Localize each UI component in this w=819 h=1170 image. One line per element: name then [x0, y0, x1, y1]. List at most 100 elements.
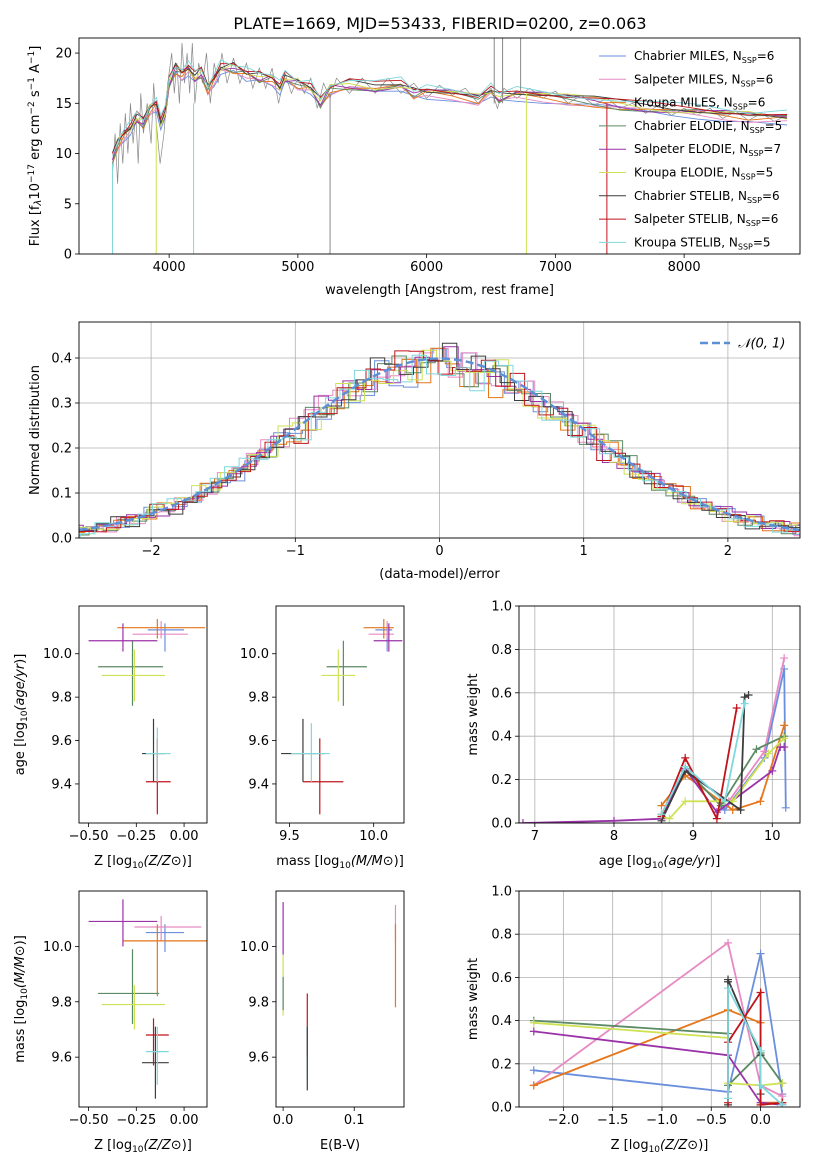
residuals-hist-1 — [79, 348, 800, 537]
spectrum-ytick-label-3: 15 — [55, 97, 72, 112]
age_vs_Z-ylabel-b: (age/yr — [13, 662, 28, 710]
age_vs_Z-xtick-label-1: −0.25 — [116, 829, 156, 844]
age_vs_Z-axes: −0.50 −0.25 0.00 9.4 9.6 9.8 10.0 — [43, 647, 199, 844]
mass_vs_Z-ylabel-b: (M/M — [13, 956, 28, 988]
residuals-axes: −2 −1 0 1 2 0.0 0.1 0.2 0.3 0.4 — [51, 322, 800, 559]
weight_vs_Z-marker-5-0 — [529, 1018, 538, 1027]
weight_vs_Z-ytick-label-0: 0.0 — [491, 1101, 512, 1116]
weight_vs_Z-marker-5-4 — [778, 1079, 787, 1088]
weight_vs_age-marker-7-2 — [712, 814, 721, 823]
age_vs_Z-ylabel: age [log10(age/yr)] — [13, 654, 30, 776]
weight_vs_age-ytick-label-0: 0.0 — [491, 817, 512, 832]
residuals-xlabel: (data-model)/error — [379, 567, 500, 582]
weight_vs_Z-ytick-label-4: 0.8 — [491, 928, 512, 943]
weight_vs_Z-ytick-label-3: 0.6 — [491, 971, 512, 986]
weight_vs_Z-marker-1-1 — [724, 938, 733, 947]
age_vs_Z-ytick-label-1: 9.6 — [51, 734, 72, 749]
weight_vs_age-marker-4-7 — [780, 743, 789, 752]
weight_vs_age-line-4 — [522, 746, 785, 823]
spectrum-ylabel-b: 10 — [28, 183, 43, 200]
spectrum-ytick-label-1: 5 — [64, 197, 72, 212]
residuals-xtick-label-2: 0 — [435, 544, 443, 559]
mass_vs_Z-ytick-label-1: 9.8 — [51, 995, 72, 1010]
weight_vs_age-ytick-label-4: 0.8 — [491, 643, 512, 658]
weight_vs_age-marker-4-1 — [609, 816, 618, 823]
spectrum-model-line-6 — [112, 61, 788, 153]
weight_vs_Z-xlabel-c: ⊙)] — [687, 1138, 708, 1153]
weight_vs_age-ytick-label-3: 0.6 — [491, 686, 512, 701]
age_vs_Z-xlabel: Z [log10(Z/Z⊙)] — [94, 854, 192, 871]
spectrum-xtick-label-3: 7000 — [539, 260, 572, 275]
mass_vs_EBV-xlabel: E(B-V) — [320, 1138, 360, 1153]
spectrum-ytick-label-4: 20 — [55, 47, 72, 62]
weight_vs_age-marker-7-1 — [681, 753, 690, 762]
age_vs_Z-xlabel-a: Z [log — [94, 854, 132, 869]
weight_vs_Z-marker-8-4 — [778, 1100, 787, 1107]
weight_vs_age-xlabel-sub: 10 — [652, 861, 664, 871]
weight_vs_age-marker-5-2 — [681, 797, 690, 806]
spectrum-legend-label-1: Salpeter MILES, NSSP=6 — [634, 72, 773, 88]
spectrum-legend-sub-6: SSP — [747, 196, 762, 205]
weight_vs_age-marker-6-4 — [744, 690, 753, 699]
weight_vs_Z-xlabel-sub: 10 — [649, 1145, 661, 1155]
spectrum-ylabel-c: erg cm — [28, 115, 43, 164]
mass_vs_EBV-ytick-label-1: 9.8 — [248, 995, 269, 1010]
mass_vs_EBV-frame — [275, 890, 405, 1108]
spectrum-ylabel-exp2: −2 — [27, 101, 37, 114]
spectrum-legend-label-4: Salpeter ELODIE, NSSP=7 — [634, 142, 781, 158]
spectrum-legend-n-0: =6 — [757, 49, 775, 63]
weight_vs_age-marker-8-3 — [740, 699, 749, 708]
spectrum-legend-text-7: Salpeter STELIB, N — [634, 212, 746, 226]
residuals-ylabel: Normed distribution — [28, 365, 43, 495]
age_vs_mass-xlabel-b: (M/M — [351, 854, 383, 869]
spectrum-model-line-8 — [112, 59, 788, 156]
spectrum-legend-sub-0: SSP — [742, 56, 757, 65]
spectrum-legend-n-4: =7 — [763, 142, 781, 156]
age_vs_Z-xtick-label-2: 0.00 — [170, 829, 199, 844]
weight_vs_age-ytick-label-5: 1.0 — [491, 600, 512, 615]
weight_vs_Z-marker-2-0 — [529, 1081, 538, 1090]
spectrum-ytick-label-0: 0 — [64, 248, 72, 263]
spectrum-ylabel-exp4: −1 — [27, 51, 37, 64]
mass_vs_Z-ylabel-sub: 10 — [20, 988, 30, 1000]
weight_vs_Z-ytick-label-2: 0.4 — [491, 1014, 512, 1029]
residuals-ytick-label-4: 0.4 — [51, 352, 72, 367]
mass_vs_Z-xtick-label-0: −0.50 — [69, 1113, 109, 1128]
residuals-normal-curve — [79, 357, 800, 532]
mass_vs_Z-frame — [78, 890, 208, 1108]
spectrum-legend-sub-2: SSP — [733, 103, 748, 112]
weight_vs_Z-lines — [529, 938, 787, 1107]
spectrum-legend-label-3: Chabrier ELODIE, NSSP=5 — [634, 119, 782, 135]
residuals-xtick-label-4: 2 — [724, 544, 732, 559]
weight_vs_Z-marker-0-0 — [529, 1066, 538, 1075]
mass_vs_EBV-axes: 0.0 0.1 9.6 9.8 10.0 — [240, 940, 365, 1128]
residuals-hist-7 — [79, 350, 800, 533]
age_vs_mass-xlabel: mass [log10(M/M⊙)] — [276, 854, 404, 871]
weight_vs_age-marker-7-3 — [732, 703, 741, 712]
weight_vs_Z-ytick-label-1: 0.2 — [491, 1057, 512, 1072]
weight_vs_Z-xlabel-b: (Z/Z — [660, 1138, 688, 1153]
spectrum-legend-text-3: Chabrier ELODIE, N — [634, 119, 750, 133]
weight_vs_age-xlabel-b: (age/yr — [663, 854, 711, 869]
age_vs_Z-xlabel-b: (Z/Z — [144, 854, 172, 869]
mass_vs_Z-ylabel-a: mass [log — [13, 1000, 28, 1063]
mass_vs_Z-ylabel-c: ⊙)] — [13, 935, 28, 956]
weight_vs_age-marker-2-0 — [657, 801, 666, 810]
spectrum-legend-n-6: =6 — [762, 189, 780, 203]
weight_vs_Z-marker-0-3 — [756, 949, 765, 958]
spectrum-axes: 4000 5000 6000 7000 8000 0 5 10 15 20 — [55, 47, 700, 275]
weight_vs_age-marker-6-2 — [736, 805, 745, 814]
spectrum-ylabel-a: Flux [f — [28, 205, 43, 246]
weight_vs_Z-marker-8-3 — [756, 1081, 765, 1090]
weight_vs_Z-xlabel-a: Z [log — [611, 1138, 649, 1153]
age_vs_Z-ytick-label-2: 9.8 — [51, 691, 72, 706]
weight_vs_Z-xtick-label-1: −1.5 — [597, 1113, 629, 1128]
spectrum-legend-text-5: Kroupa ELODIE, N — [634, 166, 741, 180]
age_vs_Z-errorbars — [88, 619, 206, 815]
spectrum-ytick-label-2: 10 — [55, 147, 72, 162]
weight_vs_Z-xtick-label-3: −0.5 — [695, 1113, 727, 1128]
